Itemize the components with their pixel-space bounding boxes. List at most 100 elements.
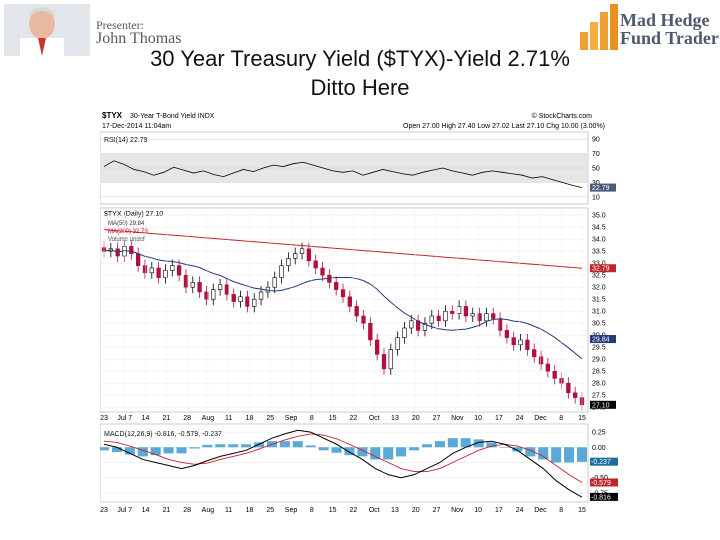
x-tick-label: Jul 7	[117, 415, 132, 422]
price-candle	[245, 296, 250, 307]
price-candle	[252, 298, 257, 307]
x-tick-label-bottom: Nov	[451, 507, 464, 514]
macd-histogram-bar	[292, 441, 303, 448]
ma50-last-label: 29.84	[592, 337, 610, 344]
ma200-last-label: 32.79	[592, 266, 610, 273]
macd-signal-last-label: -0.579	[591, 480, 611, 487]
macd-histogram-bar	[564, 447, 575, 463]
x-tick-label-bottom: Aug	[202, 507, 215, 514]
x-tick-label-bottom: 15	[329, 507, 337, 514]
price-candle	[224, 284, 230, 295]
x-tick-label-bottom: 23	[100, 507, 108, 514]
macd-histogram-bar	[551, 447, 562, 463]
price-candle	[402, 327, 407, 338]
macd-histogram-bar	[383, 447, 394, 460]
price-candle	[354, 306, 359, 317]
presenter-label: Presenter:	[96, 18, 144, 32]
price-candle	[286, 258, 291, 266]
slide-title: 30 Year Treasury Yield ($TYX)-Yield 2.71…	[90, 44, 630, 102]
price-candle	[545, 363, 551, 372]
macd-histogram-bar	[344, 447, 355, 456]
macd-histogram-bar	[150, 447, 161, 456]
price-candle	[368, 322, 373, 341]
ma200-last-tag	[590, 264, 616, 273]
rsi-tick-label: 70	[592, 151, 600, 158]
x-tick-label-bottom: 13	[391, 507, 399, 514]
macd-histogram-bar	[111, 447, 122, 453]
macd-histogram-bar	[460, 438, 471, 448]
price-candle	[409, 320, 414, 329]
macd-histogram-bar	[100, 447, 110, 451]
price-candle	[231, 294, 236, 302]
price-candle	[532, 349, 537, 358]
macd-hist-last-tag	[590, 457, 618, 466]
price-candle	[518, 339, 523, 346]
price-candle	[559, 378, 564, 384]
price-candle	[456, 306, 462, 314]
macd-panel: MACD(12,26,9) -0.816, -0.579, -0.237	[100, 423, 589, 503]
brand-logo: Mad Hedge Fund Trader	[576, 2, 719, 54]
macd-histogram-bar	[512, 447, 523, 452]
price-candle	[395, 337, 400, 350]
price-tick-label: 29.5	[592, 345, 606, 352]
price-candle	[504, 330, 510, 338]
macd-histogram-bar	[499, 447, 510, 448]
price-candle	[258, 291, 264, 300]
macd-histogram-bar	[189, 447, 200, 449]
price-candle	[135, 253, 141, 266]
macd-histogram-bar	[370, 447, 381, 460]
price-candle	[217, 284, 223, 290]
x-tick-label-bottom: 27	[433, 507, 441, 514]
close-last-tag	[590, 400, 616, 409]
presenter-block: Presenter: John Thomas	[4, 4, 204, 56]
brand-line-2: Fund Trader	[620, 28, 719, 48]
x-tick-label-bottom: Sep	[285, 507, 298, 514]
price-candle	[313, 260, 318, 269]
x-tick-label: Nov	[451, 415, 464, 422]
x-tick-label: 17	[495, 415, 503, 422]
macd-signal-last-tag	[590, 478, 618, 487]
price-label: $TYX (Daily) 27.10	[104, 211, 163, 218]
presenter-name: John Thomas	[96, 30, 182, 47]
rsi-last-tag	[590, 183, 616, 192]
x-tick-label-bottom: 8	[310, 507, 314, 514]
x-tick-label-bottom: 28	[183, 507, 191, 514]
price-candle	[334, 282, 339, 290]
rsi-tick-label: 50	[592, 166, 600, 173]
x-tick-label-bottom: 11	[225, 507, 232, 514]
macd-histogram-bar	[538, 447, 549, 460]
price-candle	[374, 339, 380, 355]
price-candle	[463, 306, 469, 317]
price-tick-label: 34.5	[592, 225, 606, 232]
price-candle	[429, 315, 434, 324]
x-tick-label: 13	[391, 415, 399, 422]
rsi-tick-label: 90	[592, 137, 600, 144]
stock-chart: $TYX 30-Year T-Bond Yield INDX © StockCh…	[100, 108, 620, 516]
price-candle	[436, 315, 441, 322]
price-candle	[197, 282, 202, 293]
price-tick-label: 34.0	[592, 237, 606, 244]
price-candle	[204, 291, 209, 300]
x-tick-label: Sep	[285, 415, 298, 422]
price-candle	[381, 354, 387, 370]
macd-tick-label: 0.25	[592, 430, 606, 437]
volume-legend: Volume undef	[108, 237, 145, 243]
x-tick-label: Aug	[202, 415, 215, 422]
price-tick-label: 32.0	[592, 285, 606, 292]
slide-title-line-2: Ditto Here	[310, 75, 410, 100]
x-tick-label: 23	[100, 415, 108, 422]
price-candle	[450, 310, 455, 314]
price-candle	[525, 339, 530, 350]
slide-title-line-1: 30 Year Treasury Yield ($TYX)-Yield 2.71…	[150, 46, 570, 71]
price-candle	[211, 289, 216, 300]
macd-histogram-bar	[279, 441, 290, 448]
price-candle	[156, 267, 161, 278]
x-tick-label: 8	[559, 415, 563, 422]
price-candle	[299, 248, 305, 254]
price-candle	[306, 248, 312, 262]
rsi-tick-label: 30	[592, 180, 600, 187]
close-last-label: 27.10	[592, 402, 610, 409]
chart-index-name: 30-Year T-Bond Yield INDX	[130, 113, 215, 120]
x-tick-label: 15	[329, 415, 337, 422]
x-tick-label: 20	[412, 415, 420, 422]
